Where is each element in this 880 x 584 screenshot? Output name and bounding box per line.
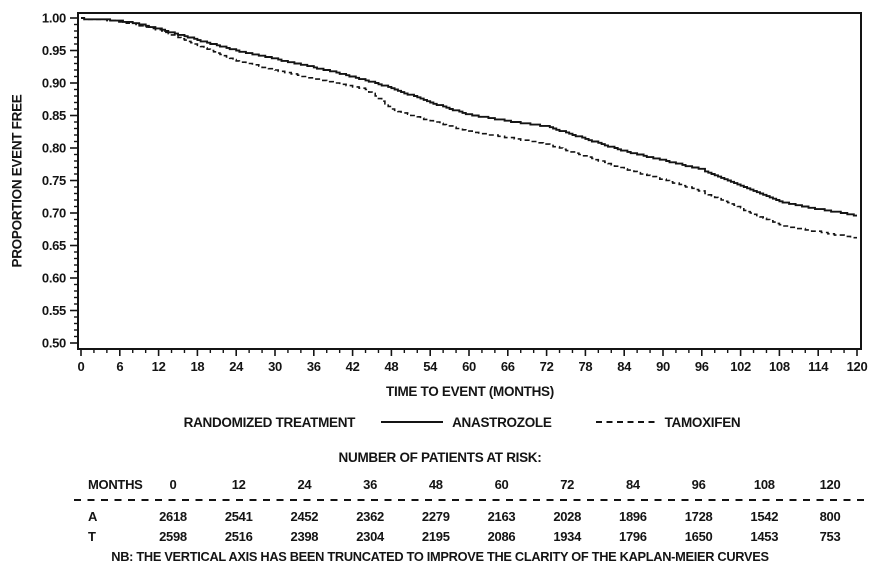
- y-tick-label: 0.75: [42, 173, 66, 188]
- risk-table-header-cell: 60: [494, 477, 509, 492]
- risk-table-cell: 1796: [619, 529, 647, 544]
- plot-frame: [77, 12, 862, 350]
- risk-row-tamoxifen: T 2598 2516 2398 2304 2195 2086 1934 1796 1650 14…: [0, 529, 880, 547]
- risk-table-header-cell: 108: [753, 477, 775, 492]
- risk-table-header-cell: 48: [428, 477, 443, 492]
- risk-table-divider: [74, 499, 868, 501]
- x-tick-label: 0: [78, 359, 85, 374]
- x-tick-label: 102: [730, 359, 751, 374]
- risk-table-cell: 1453: [750, 529, 779, 544]
- x-tick-label: 6: [116, 359, 123, 374]
- risk-table-header-cell: 0: [169, 477, 177, 492]
- risk-table-cell: 2618: [159, 509, 187, 524]
- y-tick-label: 1.00: [42, 11, 66, 26]
- y-tick-label: 0.85: [42, 108, 66, 123]
- x-tick-label: 36: [307, 359, 321, 374]
- risk-table-title: NUMBER OF PATIENTS AT RISK:: [338, 450, 542, 465]
- y-tick-label: 0.90: [42, 76, 66, 91]
- series-line-tamoxifen: [81, 17, 857, 239]
- x-tick-label: 24: [229, 359, 244, 374]
- risk-table-header-cell: 36: [363, 477, 378, 492]
- x-axis-title: TIME TO EVENT (MONTHS): [386, 384, 554, 399]
- y-axis: 1.00 0.95 0.90 0.85 0.80 0.75 0.70 0.65 0.60 0.55…: [42, 11, 78, 351]
- x-tick-label: 84: [617, 359, 632, 374]
- risk-table-cell: 2028: [553, 509, 582, 524]
- risk-table-cell: 2086: [487, 529, 516, 544]
- km-plot: 0 6 12 18 24 30 36 42 48 54 60 66 72 78 84 90 96 102 108 11…: [42, 11, 868, 375]
- risk-row-label: A: [88, 509, 98, 524]
- risk-table-header-cell: 12: [231, 477, 246, 492]
- risk-table-cell: 2304: [356, 529, 384, 544]
- risk-table-header-row: MONTHS 0 12 24 36 48 60 72 84 96 108 120: [0, 477, 880, 495]
- risk-table-cell: 2362: [356, 509, 384, 524]
- x-tick-label: 114: [808, 359, 829, 374]
- risk-table-cell: 2163: [487, 509, 516, 524]
- legend-label-tamoxifen: TAMOXIFEN: [664, 414, 741, 430]
- x-tick-label: 42: [346, 359, 360, 374]
- x-tick-label: 72: [540, 359, 554, 374]
- y-tick-label: 0.80: [42, 141, 66, 156]
- risk-table-cell: 753: [819, 529, 841, 544]
- x-tick-label: 120: [847, 359, 868, 374]
- risk-table-header-cell: 72: [560, 477, 575, 492]
- risk-table-cell: 1934: [553, 529, 582, 544]
- risk-table-cell: 2398: [290, 529, 319, 544]
- risk-table-header-cell: 96: [691, 477, 706, 492]
- y-tick-label: 0.55: [42, 303, 66, 318]
- risk-table-cell: 1728: [684, 509, 713, 524]
- x-tick-label: 96: [695, 359, 709, 374]
- x-tick-label: 60: [462, 359, 476, 374]
- series-line-anastrozole: [81, 17, 857, 217]
- risk-table-cell: 2541: [224, 509, 253, 524]
- risk-table-header-cell: 84: [625, 477, 640, 492]
- y-axis-title: PROPORTION EVENT FREE: [9, 94, 25, 268]
- risk-table-cell: 2452: [290, 509, 319, 524]
- risk-table-cell: 2195: [421, 529, 450, 544]
- x-tick-label: 90: [656, 359, 670, 374]
- risk-table-cell: 1650: [684, 529, 713, 544]
- risk-table-cell: 800: [819, 509, 841, 524]
- risk-table-cell: 1542: [750, 509, 779, 524]
- risk-months-label: MONTHS: [88, 477, 143, 492]
- x-tick-label: 54: [423, 359, 438, 374]
- risk-table-cell: 2598: [159, 529, 187, 544]
- risk-row-anastrozole: A 2618 2541 2452 2362 2279 2163 2028 1896 1728 15…: [0, 509, 880, 527]
- solid-line-icon: [381, 421, 444, 423]
- truncation-note: NB: THE VERTICAL AXIS HAS BEEN TRUNCATED…: [111, 549, 769, 564]
- y-tick-label: 0.70: [42, 206, 66, 221]
- risk-table-header-cell: 24: [297, 477, 312, 492]
- risk-row-label: T: [88, 529, 96, 544]
- risk-table-cell: 2516: [224, 529, 253, 544]
- dashed-line-icon: [595, 421, 656, 423]
- risk-table-cell: 2279: [421, 509, 450, 524]
- legend-label-anastrozole: ANASTROZOLE: [452, 414, 552, 430]
- y-tick-label: 0.95: [42, 43, 66, 58]
- y-tick-label: 0.60: [42, 271, 66, 286]
- x-tick-label: 108: [769, 359, 790, 374]
- x-tick-label: 12: [152, 359, 166, 374]
- x-tick-label: 66: [501, 359, 515, 374]
- x-tick-label: 30: [268, 359, 282, 374]
- x-tick-label: 18: [190, 359, 204, 374]
- risk-table-cell: 1896: [619, 509, 647, 524]
- x-tick-label: 78: [578, 359, 592, 374]
- legend: RANDOMIZED TREATMENT ANASTROZOLE TAMOXIF…: [22, 408, 880, 436]
- risk-table-header-cell: 120: [819, 477, 841, 492]
- legend-title: RANDOMIZED TREATMENT: [183, 414, 356, 430]
- x-tick-label: 48: [384, 359, 398, 374]
- x-axis: 0 6 12 18 24 30 36 42 48 54 60 66 72 78 84 90 96 102 108 11…: [78, 349, 868, 374]
- y-tick-label: 0.65: [42, 238, 66, 253]
- y-tick-label: 0.50: [42, 336, 66, 351]
